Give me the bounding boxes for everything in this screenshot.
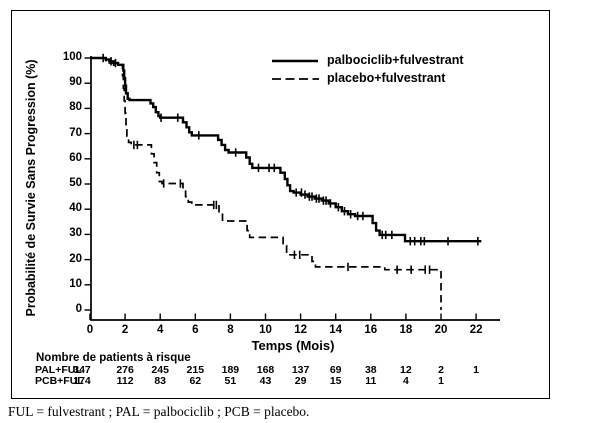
x-tick-label: 14 — [329, 324, 343, 336]
x-tick-label: 18 — [399, 324, 413, 336]
x-tick-label: 22 — [469, 324, 483, 336]
risk-table-title: Nombre de patients à risque — [36, 352, 191, 364]
risk-count: 38 — [364, 364, 377, 376]
x-tick-label: 8 — [227, 324, 234, 336]
y-tick-label: 40 — [69, 202, 82, 215]
risk-row-label-pal-ful: PAL+FUL — [35, 364, 82, 376]
risk-count: 12 — [400, 364, 412, 376]
legend-label-placebo-fulvestrant: placebo+fulvestrant — [327, 71, 446, 85]
y-tick-label: 20 — [69, 252, 82, 265]
axis-ticks — [84, 57, 477, 320]
risk-count: 11 — [365, 374, 377, 387]
y-tick-label: 30 — [69, 227, 82, 240]
x-tick-label: 20 — [434, 324, 448, 336]
x-tick-label: 6 — [192, 324, 199, 336]
x-tick-label: 2 — [121, 324, 129, 336]
curve-palbociclib-fulvestrant — [90, 56, 482, 243]
y-tick-label: 0 — [75, 303, 82, 315]
risk-count: 1 — [473, 364, 480, 376]
y-tick-label: 60 — [69, 151, 82, 164]
y-axis-title: Probabilité de Survie Sans Progression (… — [24, 59, 38, 317]
risk-count: 168 — [256, 364, 275, 376]
risk-count: 43 — [259, 374, 272, 387]
legend-label-palbociclib-fulvestrant: palbociclib+fulvestrant — [327, 53, 464, 67]
x-tick-label: 4 — [156, 324, 164, 336]
footnote: FUL = fulvestrant ; PAL = palbociclib ; … — [8, 404, 310, 419]
curve-placebo-fulvestrant — [90, 57, 442, 310]
survival-curves — [90, 53, 482, 310]
risk-count: 1 — [438, 374, 444, 387]
risk-count: 15 — [329, 374, 342, 387]
y-tick-label: 90 — [69, 76, 82, 89]
risk-row-label-pcb-ful: PCB+FUL — [35, 374, 84, 387]
risk-count: 189 — [221, 364, 240, 376]
y-tick-label: 80 — [69, 101, 82, 114]
x-tick-label: 16 — [364, 324, 378, 336]
y-tick-label: 10 — [69, 277, 82, 290]
x-axis-title: Temps (Mois) — [251, 338, 335, 353]
x-tick-label: 0 — [86, 324, 94, 336]
y-tick-label: 100 — [62, 51, 82, 63]
x-tick-label: 10 — [259, 324, 272, 336]
risk-count: 174 — [73, 374, 91, 387]
risk-count: 276 — [116, 364, 134, 376]
risk-count: 347 — [73, 364, 91, 376]
chart-frame — [11, 10, 550, 399]
risk-count: 69 — [329, 364, 342, 376]
risk-count: 51 — [224, 374, 237, 387]
risk-count: 112 — [116, 374, 134, 387]
risk-count: 245 — [151, 364, 169, 376]
y-tick-label: 50 — [69, 177, 82, 189]
risk-count: 83 — [154, 374, 167, 387]
risk-count: 215 — [186, 364, 205, 376]
risk-count: 4 — [402, 374, 409, 387]
risk-count: 2 — [438, 364, 444, 376]
x-tick-label: 12 — [294, 324, 307, 336]
risk-count: 29 — [294, 374, 307, 387]
risk-count: 62 — [189, 374, 202, 387]
risk-count: 137 — [291, 364, 310, 376]
y-tick-label: 70 — [69, 126, 82, 139]
